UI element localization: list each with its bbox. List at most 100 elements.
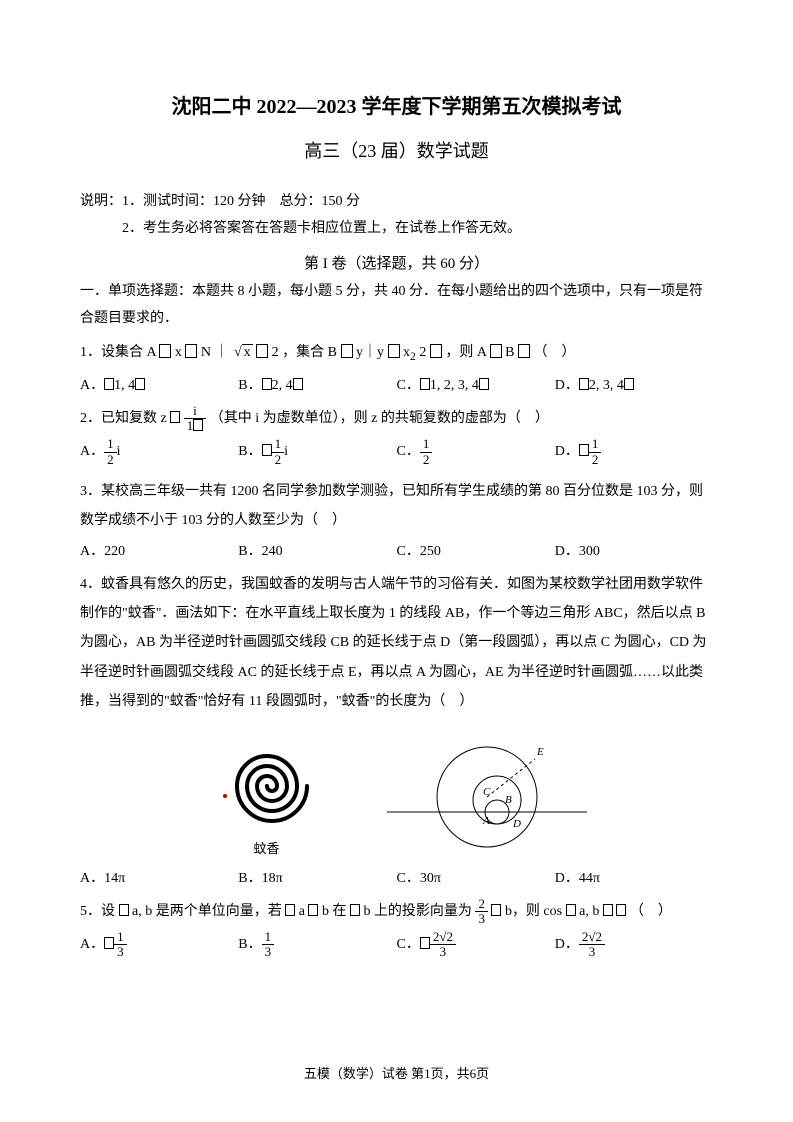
placeholder-box [170, 411, 180, 423]
fraction: 12 [272, 437, 285, 467]
fraction: i1 [184, 404, 207, 434]
q5-text: a, b [579, 904, 599, 919]
denominator: 2 [589, 453, 602, 467]
fraction: 23 [475, 897, 488, 927]
option-a: A．14π [80, 867, 238, 887]
fraction: 13 [114, 930, 127, 960]
opt-text: 2, 3, 4 [589, 378, 624, 393]
question-5: 5．设 a, b 是两个单位向量，若 a b 在 b 上的投影向量为 23 b，… [80, 897, 713, 927]
option-c: C．12 [397, 437, 555, 467]
placeholder-box [285, 904, 295, 916]
placeholder-box [479, 378, 489, 390]
q1-text: 2 [419, 345, 426, 360]
placeholder-box [388, 344, 400, 358]
opt-text: 1, 4 [114, 378, 135, 393]
q5-text: a, b [132, 904, 152, 919]
option-b: B．240 [238, 540, 396, 560]
q1-text: （ ） [534, 345, 576, 360]
option-c: C．1, 2, 3, 4 [397, 374, 555, 394]
placeholder-box [624, 378, 634, 390]
q1-text: B [505, 345, 514, 360]
q5-options: A．13 B．13 C．2√23 D．2√23 [80, 930, 713, 960]
option-b: B．12i [238, 437, 396, 467]
denominator: 2 [420, 453, 433, 467]
radicand: x [242, 344, 253, 360]
option-c: C．30π [397, 867, 555, 887]
spiral-figure: 蚊香 [207, 736, 327, 857]
numerator: 1 [420, 437, 433, 452]
q5-text: a [299, 904, 305, 919]
option-d: D．12 [555, 437, 713, 467]
numerator: 1 [262, 930, 275, 945]
page-subtitle: 高三（23 届）数学试题 [80, 137, 713, 163]
subscript: 2 [410, 350, 416, 363]
numerator: 1 [114, 930, 127, 945]
placeholder-box [579, 444, 589, 456]
option-a: A．220 [80, 540, 238, 560]
numerator: 2 [475, 897, 488, 912]
placeholder-box [262, 378, 272, 390]
placeholder-box [350, 904, 360, 916]
placeholder-box [193, 419, 203, 431]
fraction: 12 [104, 437, 117, 467]
label-B: B [505, 794, 512, 806]
denominator: 1 [184, 419, 207, 433]
q1-text: ，则 A [445, 345, 486, 360]
option-c: C．250 [397, 540, 555, 560]
option-a: A．13 [80, 930, 238, 960]
placeholder-box [256, 344, 268, 358]
placeholder-box [262, 444, 272, 456]
denominator: 2 [104, 453, 117, 467]
q5-text: b 上的投影向量为 [363, 904, 475, 919]
question-2: 2．已知复数 z i1 （其中 i 为虚数单位），则 z 的共轭复数的虚部为（ … [80, 404, 713, 434]
instruction-line-2: 2．考生务必将答案答在答题卡相应位置上，在试卷上作答无效。 [80, 216, 521, 243]
spiral-icon [207, 736, 327, 836]
label-E: E [536, 746, 544, 758]
placeholder-box [420, 937, 430, 949]
numerator: i [184, 404, 207, 419]
instructions: 说明：1．测试时间：120 分钟 总分：150 分 2．考生务必将答案答在答题卡… [80, 189, 713, 242]
q1-text: ，集合 B [282, 345, 337, 360]
label-D: D [512, 818, 521, 830]
option-d: D．300 [555, 540, 713, 560]
fraction: 12 [589, 437, 602, 467]
q4-options: A．14π B．18π C．30π D．44π [80, 867, 713, 887]
placeholder-box [430, 344, 442, 358]
placeholder-box [119, 904, 129, 916]
denominator: 3 [114, 945, 127, 959]
placeholder-box [159, 344, 171, 358]
figure-label: 蚊香 [207, 838, 327, 857]
placeholder-box [104, 378, 114, 390]
q5-text: b 在 [322, 904, 350, 919]
placeholder-box [135, 378, 145, 390]
placeholder-box [420, 378, 430, 390]
denominator: 3 [475, 912, 488, 926]
option-d: D．2, 3, 4 [555, 374, 713, 394]
fraction: 2√23 [579, 930, 605, 960]
q5-text: （ ） [630, 904, 672, 919]
suf: i [284, 444, 288, 459]
part-label: 第 I 卷（选择题，共 60 分） [80, 252, 713, 273]
q5-text: b，则 cos [505, 904, 562, 919]
placeholder-box [616, 904, 626, 916]
q1-text: ｜ [214, 345, 228, 360]
q1-text: y｜y [356, 345, 384, 360]
sqrt-icon: x [232, 338, 253, 367]
q2-text: 2．已知复数 z [80, 411, 167, 426]
suf: i [117, 444, 121, 459]
placeholder-box [603, 904, 613, 916]
option-d: D．2√23 [555, 930, 713, 960]
question-1: 1．设集合 A x N ｜ x 2 ，集合 B y｜y x2 2 ，则 A B … [80, 338, 713, 369]
denominator: 3 [579, 945, 605, 959]
q5-text: 是两个单位向量，若 [156, 904, 286, 919]
q1-text: N [201, 345, 211, 360]
q2-text: （其中 i 为虚数单位），则 z 的共轭复数的虚部为（ ） [210, 411, 549, 426]
geometry-figure: E C B A D [387, 727, 587, 857]
placeholder-box [518, 344, 530, 358]
question-4: 4．蚊香具有悠久的历史，我国蚊香的发明与古人端午节的习俗有关．如图为某校数学社团… [80, 570, 713, 717]
option-b: B．18π [238, 867, 396, 887]
section-head: 一．单项选择题：本题共 8 小题，每小题 5 分，共 40 分．在每小题给出的四… [80, 279, 713, 332]
q1-text: 1．设集合 A [80, 345, 156, 360]
placeholder-box [566, 904, 576, 916]
q3-options: A．220 B．240 C．250 D．300 [80, 540, 713, 560]
